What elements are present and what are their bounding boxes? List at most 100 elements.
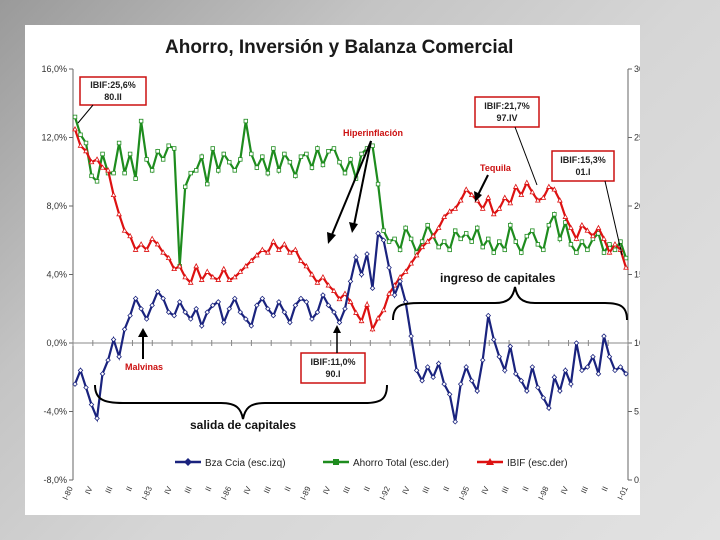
- x-tick-label: III: [183, 485, 194, 495]
- data-point: [336, 319, 343, 326]
- data-point: [298, 257, 304, 263]
- data-point: [430, 374, 436, 381]
- data-point: [160, 249, 167, 255]
- data-point: [166, 143, 171, 148]
- data-point: [215, 276, 222, 282]
- data-point: [121, 326, 128, 333]
- data-point: [490, 336, 497, 343]
- data-point: [99, 371, 106, 377]
- left-tick-label: 4,0%: [46, 270, 67, 280]
- data-point: [94, 415, 100, 422]
- data-point: [446, 391, 453, 398]
- right-axis-ticks: 0,0% 5,0% 10,0% 15,0% 20,0% 25,0% 30,0%: [628, 64, 640, 485]
- data-point: [264, 249, 271, 255]
- data-point: [298, 154, 304, 159]
- data-point: [287, 319, 293, 326]
- series-line-0: [73, 230, 627, 423]
- data-point: [132, 295, 139, 302]
- data-point: [248, 257, 255, 263]
- data-point: [314, 309, 321, 315]
- data-point: [446, 208, 453, 214]
- data-point: [612, 247, 618, 253]
- data-point: [468, 377, 475, 384]
- data-point: [519, 250, 524, 255]
- data-point: [209, 302, 216, 309]
- data-point: [94, 156, 100, 162]
- data-point: [193, 305, 199, 312]
- data-point: [160, 157, 166, 162]
- x-tick-label: II: [521, 485, 531, 493]
- annotation-ibif-90: IBIF:11,0% 90.I: [300, 325, 366, 384]
- data-point: [513, 239, 518, 244]
- left-tick-label: 12,0%: [41, 133, 67, 143]
- data-point: [121, 227, 128, 233]
- data-point: [562, 213, 569, 219]
- x-tick-label: I-80: [61, 485, 75, 502]
- data-point: [579, 239, 585, 244]
- data-point: [474, 388, 480, 394]
- data-point: [325, 302, 332, 309]
- left-tick-label: 0,0%: [46, 338, 67, 348]
- data-point: [325, 282, 332, 288]
- x-tick-label: IV: [83, 484, 95, 495]
- data-point: [204, 268, 211, 274]
- data-point: [260, 154, 265, 159]
- data-point: [452, 228, 458, 233]
- x-tick-label: III: [341, 485, 352, 495]
- data-point: [425, 222, 430, 228]
- annotation-ibif-01: IBIF:15,3% 01.I: [551, 150, 623, 256]
- x-tick-label: I-89: [299, 485, 313, 502]
- data-point: [122, 170, 127, 176]
- svg-text:90.I: 90.I: [325, 369, 340, 379]
- data-point: [375, 315, 381, 321]
- data-point: [243, 316, 249, 322]
- data-point: [127, 312, 133, 319]
- x-tick-label: III: [262, 485, 273, 495]
- data-point: [89, 173, 94, 179]
- data-point: [386, 290, 392, 296]
- series-2: [72, 126, 629, 333]
- x-tick-label: IV: [559, 484, 571, 495]
- data-point: [562, 367, 569, 374]
- data-point: [606, 249, 613, 255]
- data-point: [463, 186, 470, 192]
- data-point: [468, 191, 475, 198]
- data-point: [287, 159, 293, 165]
- data-point: [220, 265, 227, 272]
- data-point: [176, 299, 183, 305]
- data-point: [397, 247, 403, 253]
- data-point: [165, 309, 172, 315]
- data-point: [441, 213, 448, 219]
- data-point: [138, 241, 144, 247]
- data-point: [513, 371, 519, 377]
- data-point: [187, 316, 194, 322]
- data-point: [271, 146, 276, 151]
- data-point: [458, 236, 463, 242]
- data-point: [105, 357, 111, 363]
- data-point: [623, 371, 629, 377]
- svg-text:01.I: 01.I: [575, 167, 590, 177]
- data-point: [320, 162, 326, 168]
- data-point: [77, 367, 84, 374]
- data-point: [171, 265, 178, 272]
- data-point: [298, 295, 304, 302]
- data-point: [182, 274, 189, 280]
- data-point: [154, 288, 161, 295]
- slide-panel: Ahorro, Inversión y Balanza Comercial -8…: [25, 25, 640, 515]
- arrow-tequila: [477, 174, 489, 196]
- data-point: [331, 146, 337, 151]
- data-point: [607, 242, 612, 247]
- data-point: [413, 252, 420, 258]
- data-point: [403, 225, 408, 231]
- data-point: [238, 157, 243, 162]
- x-tick-label: IV: [480, 484, 492, 495]
- x-tick-label: I-92: [378, 485, 392, 502]
- data-point: [540, 395, 547, 401]
- data-point: [623, 255, 629, 261]
- data-point: [348, 157, 353, 162]
- data-point: [275, 246, 282, 252]
- data-point: [199, 154, 204, 159]
- data-point: [227, 159, 232, 165]
- arrowhead-hiperinflacion-1: [327, 232, 336, 244]
- brace-salida: [94, 384, 388, 420]
